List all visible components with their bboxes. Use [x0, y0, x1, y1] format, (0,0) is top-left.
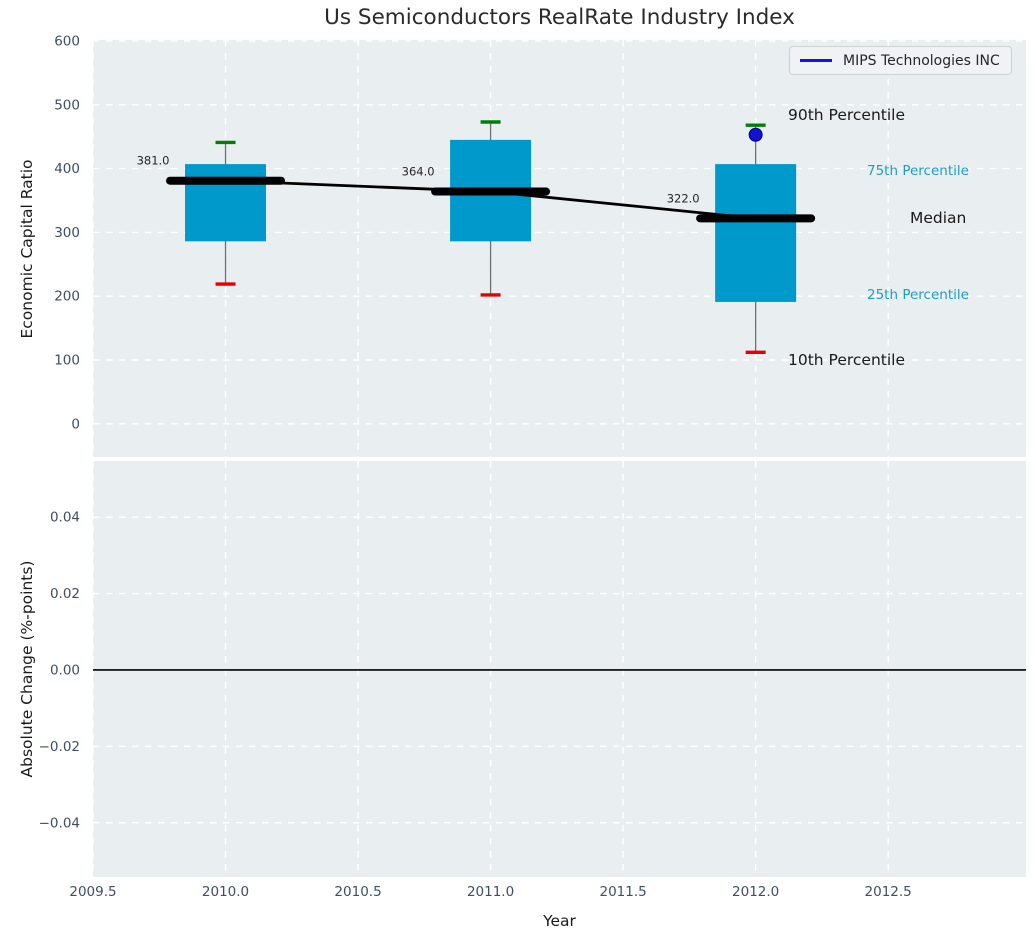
- bottom-y-tick-label: 0.04: [50, 510, 80, 526]
- top-y-tick-label: 300: [54, 225, 80, 241]
- annotation-90th-percentile: 90th Percentile: [788, 106, 906, 124]
- x-tick-label: 2010.0: [202, 884, 249, 900]
- x-tick-label: 2010.5: [334, 884, 381, 900]
- x-tick-label: 2009.5: [69, 884, 116, 900]
- bottom-y-tick-label: −0.02: [39, 739, 80, 755]
- x-tick-label: 2012.5: [865, 884, 912, 900]
- company-point-2012: [748, 127, 763, 142]
- chart-title: Us Semiconductors RealRate Industry Inde…: [324, 5, 795, 30]
- legend: MIPS Technologies INC: [789, 46, 1012, 75]
- bottom-y-tick-label: 0.02: [50, 586, 80, 602]
- top-y-tick-label: 0: [71, 416, 80, 432]
- annotation-median: Median: [910, 209, 967, 227]
- legend-line-swatch: [800, 59, 832, 62]
- annotation-25th-percentile: 25th Percentile: [867, 287, 969, 303]
- median-value-label-2010: 381.0: [137, 154, 170, 168]
- bottom-plot-background: [93, 461, 1026, 877]
- iqr-box-2012: [715, 164, 797, 302]
- top-plot-background: [93, 40, 1026, 457]
- top-y-tick-label: 200: [54, 289, 80, 305]
- median-value-label-2011: 364.0: [402, 165, 435, 179]
- median-value-label-2012: 322.0: [667, 191, 700, 205]
- annotation-75th-percentile: 75th Percentile: [867, 163, 969, 179]
- top-y-tick-label: 100: [54, 353, 80, 369]
- top-y-tick-label: 400: [54, 161, 80, 177]
- bottom-y-tick-label: 0.00: [50, 662, 80, 678]
- top-y-tick-label: 600: [54, 33, 80, 49]
- bottom-y-axis-label: Absolute Change (%-points): [18, 560, 36, 778]
- bottom-y-tick-label: −0.04: [39, 815, 80, 831]
- annotation-10th-percentile: 10th Percentile: [788, 351, 906, 369]
- x-tick-label: 2012.0: [732, 884, 779, 900]
- x-tick-label: 2011.0: [467, 884, 514, 900]
- top-y-tick-label: 500: [54, 97, 80, 113]
- top-y-axis-label: Economic Capital Ratio: [18, 159, 36, 339]
- x-axis-label: Year: [543, 912, 576, 930]
- iqr-box-2010: [185, 164, 267, 242]
- legend-label: MIPS Technologies INC: [843, 52, 1000, 69]
- x-tick-label: 2011.5: [599, 884, 646, 900]
